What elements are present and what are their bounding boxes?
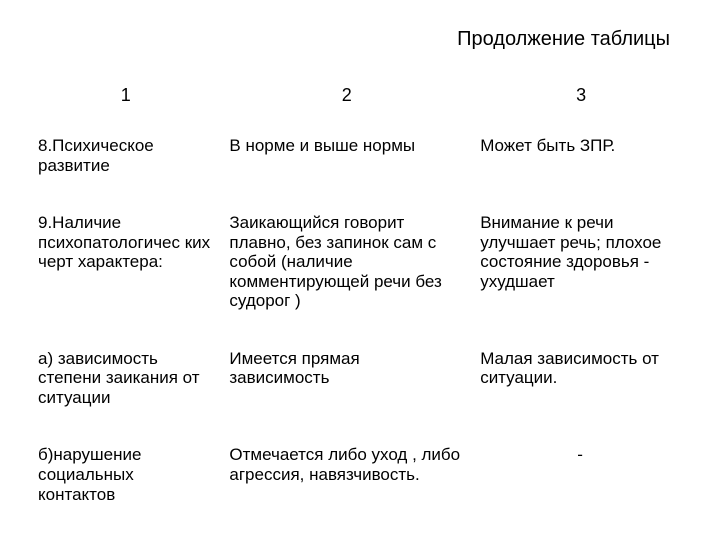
col-header-3: 3: [472, 81, 690, 130]
col-header-1: 1: [30, 81, 221, 130]
cell-r3-c3: -: [472, 439, 690, 536]
cell-r1-c2: Заикающийся говорит плавно, без запинок …: [221, 207, 472, 343]
cell-r2-c1: а) зависимость степени заикания от ситуа…: [30, 343, 221, 440]
table-row: а) зависимость степени заикания от ситуа…: [30, 343, 690, 440]
cell-r1-c3: Внимание к речи улучшает речь; плохое со…: [472, 207, 690, 343]
table-header-row: 1 2 3: [30, 81, 690, 130]
comparison-table: 1 2 3 8.Психическое развитие В норме и в…: [30, 81, 690, 536]
cell-r0-c3: Может быть ЗПР.: [472, 130, 690, 207]
cell-r0-c1: 8.Психическое развитие: [30, 130, 221, 207]
table-row: 8.Психическое развитие В норме и выше но…: [30, 130, 690, 207]
page: Продолжение таблицы 1 2 3 8.Психическое …: [0, 0, 720, 540]
cell-r2-c3: Малая зависимость от ситуации.: [472, 343, 690, 440]
cell-r3-c2: Отмечается либо уход , либо агрессия, на…: [221, 439, 472, 536]
cell-r1-c1: 9.Наличие психопатологичес ких черт хара…: [30, 207, 221, 343]
table-row: 9.Наличие психопатологичес ких черт хара…: [30, 207, 690, 343]
cell-r3-c1: б)нарушение социальных контактов: [30, 439, 221, 536]
cell-r2-c2: Имеется прямая зависимость: [221, 343, 472, 440]
col-header-2: 2: [221, 81, 472, 130]
page-title: Продолжение таблицы: [30, 28, 670, 51]
cell-r0-c2: В норме и выше нормы: [221, 130, 472, 207]
table-row: б)нарушение социальных контактов Отмечае…: [30, 439, 690, 536]
